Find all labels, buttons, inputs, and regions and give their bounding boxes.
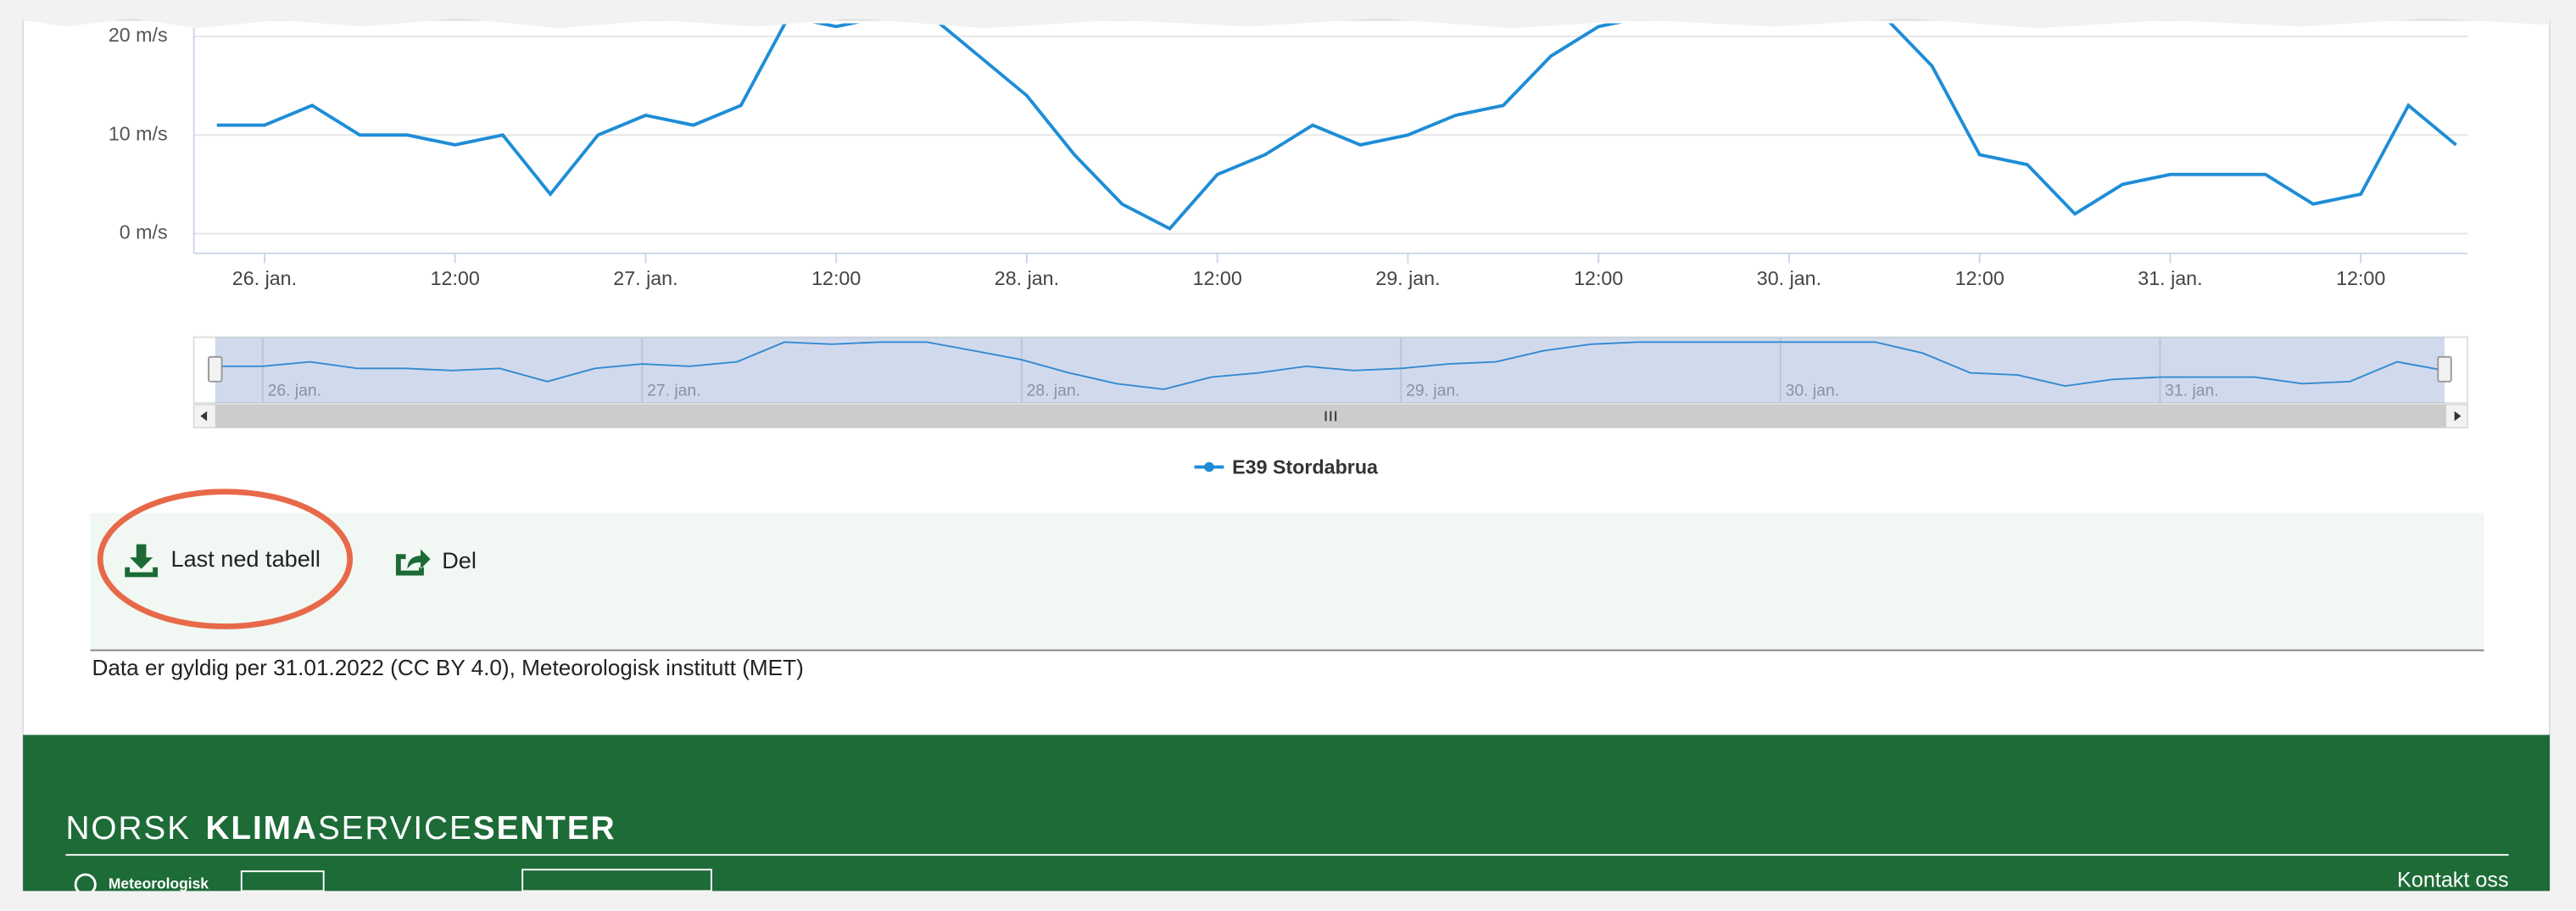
contact-link[interactable]: Kontakt oss bbox=[2397, 868, 2509, 891]
x-tick-label: 12:00 bbox=[811, 267, 861, 289]
scroll-right bbox=[2454, 411, 2462, 422]
x-tick-label: 12:00 bbox=[431, 267, 480, 289]
highlight-circle bbox=[97, 489, 354, 629]
action-panel bbox=[90, 512, 2484, 650]
brand-part: SENTER bbox=[473, 810, 616, 847]
brand-part: KLIMA bbox=[205, 810, 317, 847]
brand-part: SERVICE bbox=[318, 810, 473, 847]
navigator-line bbox=[215, 341, 2445, 390]
download-icon bbox=[125, 544, 158, 578]
torn-edge bbox=[23, 0, 2550, 29]
scroll-grip bbox=[1324, 411, 1337, 422]
scroll-left bbox=[200, 411, 208, 422]
y-tick-label: 0 m/s bbox=[120, 221, 168, 243]
x-tick-label: 12:00 bbox=[1193, 267, 1242, 289]
share-icon bbox=[395, 549, 431, 576]
navigator-handle bbox=[2437, 355, 2452, 383]
navigator-label: 26. jan. bbox=[268, 382, 322, 400]
met-logo-text: Meteorologisk bbox=[109, 875, 209, 891]
footer-brand: NORSK KLIMASERVICESENTER bbox=[66, 810, 616, 847]
download-label[interactable]: Last ned tabell bbox=[171, 545, 321, 572]
x-tick-label: 12:00 bbox=[2336, 267, 2385, 289]
x-tick-label: 31. jan. bbox=[2138, 267, 2202, 289]
source-note: Data er gyldig per 31.01.2022 (CC BY 4.0… bbox=[92, 655, 804, 680]
navigator-label: 28. jan. bbox=[1027, 382, 1081, 400]
navigator-handle bbox=[208, 355, 223, 383]
y-tick-label: 10 m/s bbox=[109, 122, 168, 144]
navigator-label: 31. jan. bbox=[2165, 382, 2219, 400]
x-tick-label: 27. jan. bbox=[613, 267, 677, 289]
plot-area bbox=[216, 23, 2457, 232]
share-button[interactable]: Del bbox=[395, 547, 477, 576]
x-tick-label: 29. jan. bbox=[1375, 267, 1440, 289]
download-button[interactable]: Last ned tabell bbox=[125, 544, 321, 578]
x-tick-label: 12:00 bbox=[1574, 267, 1623, 289]
navigator-mask bbox=[215, 337, 2445, 403]
y-tick-label: 20 m/s bbox=[109, 24, 168, 46]
x-tick-label: 12:00 bbox=[1955, 267, 2004, 289]
x-tick-label: 26. jan. bbox=[232, 267, 297, 289]
x-tick-label: 30. jan. bbox=[1757, 267, 1821, 289]
x-tick-label: 28. jan. bbox=[995, 267, 1059, 289]
legend-label: E39 Stordabrua bbox=[1232, 456, 1379, 478]
legend-marker bbox=[1204, 461, 1214, 472]
chart: 0 m/s 10 m/s 20 m/s 26. jan. 12:00 27. jan. 12… bbox=[109, 23, 2469, 478]
navigator-bg bbox=[192, 336, 2469, 404]
bottom-edge bbox=[0, 891, 2576, 911]
brand-part: NORSK bbox=[66, 810, 192, 847]
navigator-label: 30. jan. bbox=[1786, 382, 1840, 400]
footer bbox=[23, 735, 2550, 891]
share-label[interactable]: Del bbox=[442, 547, 477, 573]
navigator-label: 27. jan. bbox=[647, 382, 701, 400]
navigator-label: 29. jan. bbox=[1406, 382, 1460, 400]
series-line bbox=[216, 23, 2457, 232]
